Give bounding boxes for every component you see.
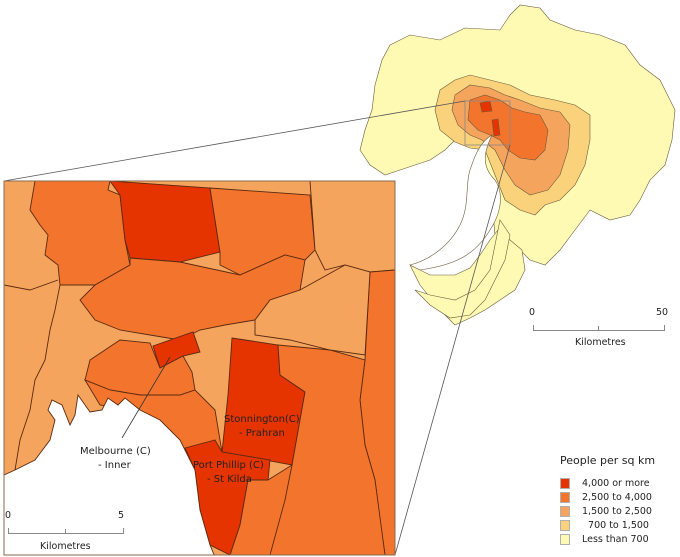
label-stonnington-line2: - Prahran xyxy=(239,428,285,439)
label-melbourne-line2: - Inner xyxy=(98,460,132,471)
legend-item: Less than 700 xyxy=(560,533,680,546)
inset-scale-line xyxy=(8,528,124,534)
legend-swatch xyxy=(560,492,570,503)
legend-item: 4,000 or more xyxy=(560,477,680,490)
legend-label: 2,500 to 4,000 xyxy=(582,492,652,503)
overview-scale-unit: Kilometres xyxy=(575,337,626,348)
inset-scale-start: 0 xyxy=(5,510,12,521)
label-stonnington-line1: Stonnington(C) xyxy=(224,414,300,425)
melbourne-leader-line xyxy=(121,356,171,439)
inset-frame xyxy=(3,180,396,556)
overview-scale-end: 50 xyxy=(656,307,669,318)
legend-swatch xyxy=(560,506,570,517)
legend-label: 700 to 1,500 xyxy=(582,520,649,531)
legend-swatch xyxy=(560,478,570,489)
overview-scale-bar: 0 50 Kilometres xyxy=(528,307,678,352)
legend-swatch xyxy=(560,520,570,531)
connector-line-bottom xyxy=(394,144,511,556)
inset-scale-tick xyxy=(65,529,66,533)
label-portphillip-line2: - St Kilda xyxy=(207,474,252,485)
legend-label: Less than 700 xyxy=(582,534,649,545)
connector-line-top xyxy=(3,100,466,182)
inset-scale-bar: 0 5 Kilometres xyxy=(4,510,134,555)
legend-item: 2,500 to 4,000 xyxy=(560,491,680,504)
legend-item: 1,500 to 2,500 xyxy=(560,505,680,518)
inset-scale-unit: Kilometres xyxy=(40,541,91,552)
legend: People per sq km 4,000 or more 2,500 to … xyxy=(560,454,680,547)
overview-scale-tick xyxy=(598,326,599,330)
legend-item: 700 to 1,500 xyxy=(560,519,680,532)
inset-scale-end: 5 xyxy=(118,510,125,521)
legend-label: 1,500 to 2,500 xyxy=(582,506,652,517)
label-melbourne-line1: Melbourne (C) xyxy=(80,446,151,457)
legend-label: 4,000 or more xyxy=(582,478,650,489)
legend-swatch xyxy=(560,534,570,545)
label-portphillip-line1: Port Phillip (C) xyxy=(193,460,264,471)
inset-map: Melbourne (C) - Inner Stonnington(C) - P… xyxy=(3,180,396,556)
overview-scale-line xyxy=(533,325,665,331)
overview-scale-start: 0 xyxy=(529,307,536,318)
overview-map xyxy=(359,4,676,326)
legend-title: People per sq km xyxy=(560,454,656,467)
